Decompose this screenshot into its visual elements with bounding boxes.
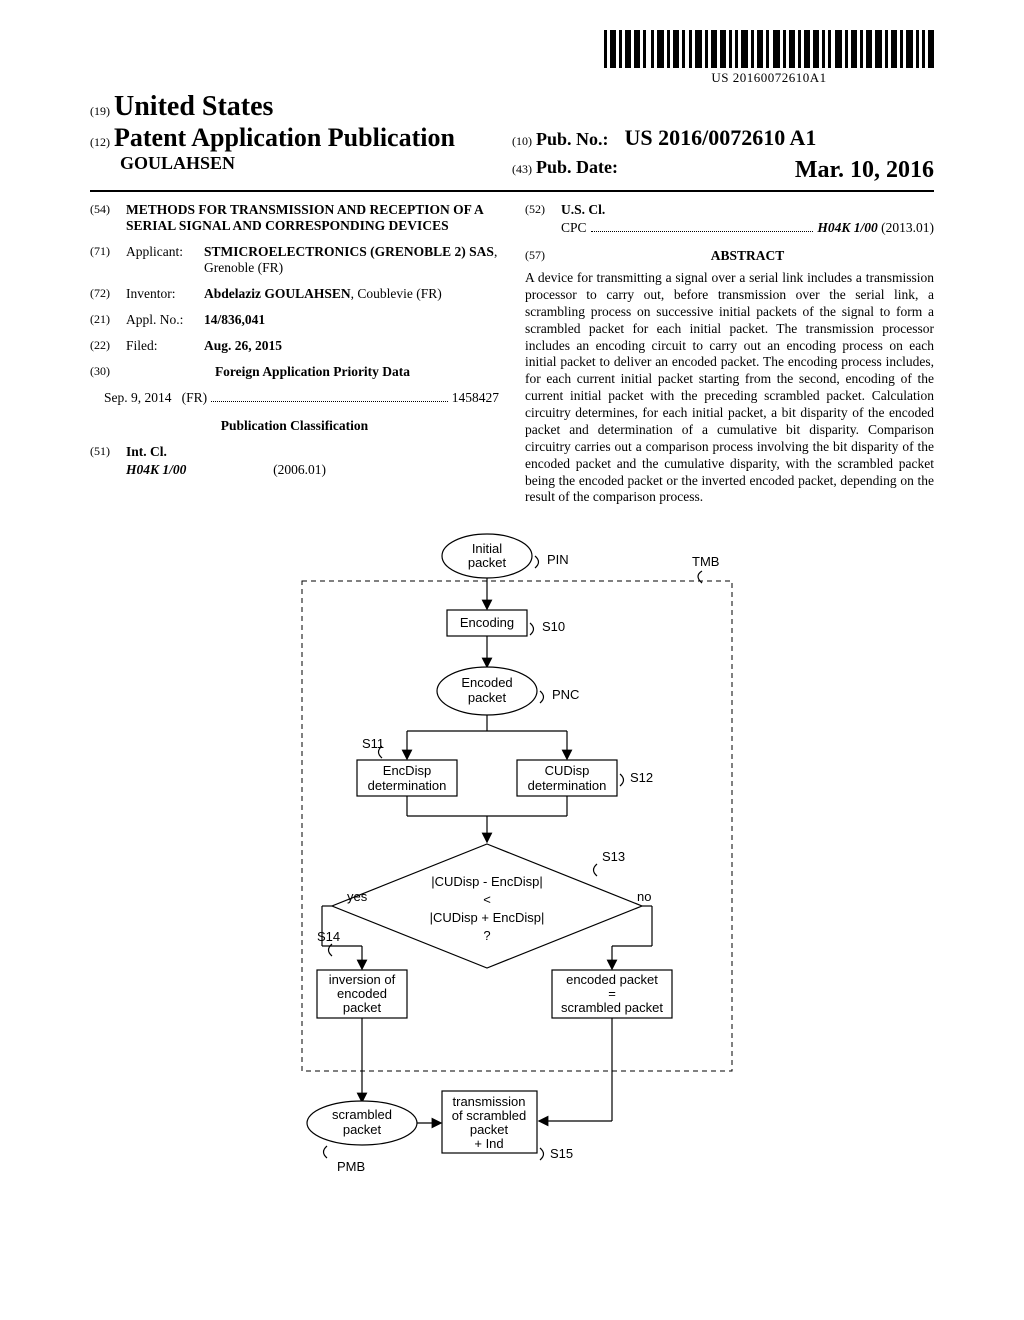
fig-eq-3: scrambled packet: [561, 1000, 663, 1015]
inventor-label: Inventor:: [126, 286, 204, 302]
cpc-label: CPC: [561, 220, 587, 236]
fig-tmb-label: TMB: [692, 554, 719, 569]
pubdate: Mar. 10, 2016: [795, 157, 934, 184]
fig-eq-2: =: [608, 986, 616, 1001]
fig-tx-2: of scrambled: [452, 1108, 526, 1123]
fig-encoding: Encoding: [460, 615, 514, 630]
intcl-label: Int. Cl.: [126, 444, 499, 460]
foreign-date: Sep. 9, 2014: [104, 390, 172, 405]
author: GOULAHSEN: [120, 153, 235, 173]
fig-dec-2: <: [483, 892, 491, 907]
title-num: (54): [90, 202, 126, 234]
fig-no: no: [637, 889, 651, 904]
applno-label: Appl. No.:: [126, 312, 204, 328]
filed-num: (22): [90, 338, 126, 354]
fig-inv-3: packet: [343, 1000, 382, 1015]
uscl-num: (52): [525, 202, 561, 218]
fig-scr-1: scrambled: [332, 1107, 392, 1122]
pub-num: (12): [90, 135, 110, 149]
country-num: (19): [90, 104, 110, 118]
fig-tx-1: transmission: [453, 1094, 526, 1109]
abstract-heading: ABSTRACT: [561, 248, 934, 264]
country: United States: [114, 91, 273, 122]
fig-tx-4: + Ind: [474, 1136, 503, 1151]
fig-initial-2: packet: [468, 555, 507, 570]
fig-inv-1: inversion of: [329, 972, 396, 987]
fig-encdisp-1: EncDisp: [383, 763, 431, 778]
abstract-num: (57): [525, 248, 561, 270]
filed-label: Filed:: [126, 338, 204, 354]
applno-num: (21): [90, 312, 126, 328]
fig-dec-4: ?: [483, 928, 490, 943]
cpc-code: H04K 1/00: [817, 220, 877, 235]
fig-scr-2: packet: [343, 1122, 382, 1137]
fig-s10: S10: [542, 619, 565, 634]
foreign-country: (FR): [182, 390, 208, 405]
figure-flowchart: .box { fill: #fff; stroke: #000; stroke-…: [90, 526, 934, 1216]
filed: Aug. 26, 2015: [204, 338, 499, 354]
pubno-label: Pub. No.:: [536, 129, 609, 149]
fig-encoded-2: packet: [468, 690, 507, 705]
uscl-label: U.S. Cl.: [561, 202, 934, 218]
foreign-num: (30): [90, 364, 126, 380]
pubno: US 2016/0072610 A1: [625, 125, 817, 150]
pubclass-heading: Publication Classification: [90, 418, 499, 434]
fig-inv-2: encoded: [337, 986, 387, 1001]
fig-initial-1: Initial: [472, 541, 502, 556]
right-column: (52) U.S. Cl. CPC H04K 1/00 (2013.01) (5…: [525, 202, 934, 506]
fig-s12: S12: [630, 770, 653, 785]
fig-encdisp-2: determination: [368, 778, 447, 793]
fig-eq-1: encoded packet: [566, 972, 658, 987]
pubdate-label: Pub. Date:: [536, 157, 618, 177]
applno: 14/836,041: [204, 312, 499, 328]
header: (19) United States (12) Patent Applicati…: [90, 91, 934, 192]
fig-pnc: PNC: [552, 687, 579, 702]
barcode-region: US 20160072610A1: [90, 30, 934, 87]
cpc-year: (2013.01): [881, 220, 934, 235]
intcl-code: H04K 1/00: [126, 462, 186, 477]
fig-pin: PIN: [547, 552, 569, 567]
fig-s14: S14: [317, 929, 340, 944]
fig-cudisp-2: determination: [528, 778, 607, 793]
fig-dec-3: |CUDisp + EncDisp|: [430, 910, 545, 925]
foreign-appno: 1458427: [452, 390, 499, 406]
barcode: US 20160072610A1: [604, 30, 934, 86]
abstract-text: A device for transmitting a signal over …: [525, 270, 934, 506]
barcode-text: US 20160072610A1: [604, 70, 934, 86]
applicant-num: (71): [90, 244, 126, 276]
applicant-name: STMICROELECTRONICS (GRENOBLE 2) SAS: [204, 244, 494, 259]
fig-yes: yes: [347, 889, 368, 904]
fig-tx-3: packet: [470, 1122, 509, 1137]
fig-s15: S15: [550, 1146, 573, 1161]
left-column: (54) METHODS FOR TRANSMISSION AND RECEPT…: [90, 202, 499, 506]
inventor-loc: , Coublevie (FR): [351, 286, 442, 301]
pubdate-num: (43): [512, 162, 532, 176]
fig-dec-1: |CUDisp - EncDisp|: [431, 874, 543, 889]
pubno-num: (10): [512, 134, 532, 148]
fig-encoded-1: Encoded: [461, 675, 512, 690]
inventor-num: (72): [90, 286, 126, 302]
intcl-year: (2006.01): [273, 462, 326, 477]
fig-s13: S13: [602, 849, 625, 864]
fig-cudisp-1: CUDisp: [545, 763, 590, 778]
applicant-label: Applicant:: [126, 244, 204, 276]
intcl-num: (51): [90, 444, 126, 460]
fig-pmb: PMB: [337, 1159, 365, 1174]
fig-s11: S11: [362, 736, 384, 751]
publication-line: Patent Application Publication: [114, 123, 455, 152]
inventor-name: Abdelaziz GOULAHSEN: [204, 286, 351, 301]
foreign-heading: Foreign Application Priority Data: [126, 364, 499, 380]
title: METHODS FOR TRANSMISSION AND RECEPTION O…: [126, 202, 499, 234]
